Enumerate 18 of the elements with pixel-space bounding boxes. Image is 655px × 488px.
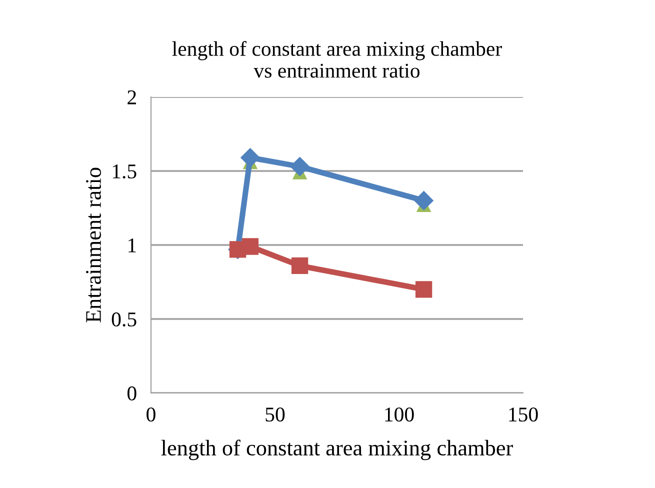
x-tick-label: 100 [385,407,414,422]
y-tick-label: 1 [128,238,136,252]
y-axis-title: Entrainment ratio [86,168,101,322]
x-tick-label: 150 [509,407,538,422]
chart-title: length of constant area mixing chamber vs entrainment ratio [172,41,502,78]
point [240,148,260,168]
point [291,257,308,274]
y-tick-label: 2 [128,90,136,104]
x-tick-label: 50 [266,407,285,422]
y-tick-label: 1.5 [112,164,136,179]
x-axis-title: length of constant area mixing chamber [161,440,513,460]
point [290,157,310,176]
x-tick-label: 0 [146,407,156,422]
y-tick-label: 0 [127,386,136,400]
point [414,191,434,210]
y-tick-label: 0.5 [112,312,136,327]
point [242,238,259,255]
point [415,281,432,298]
